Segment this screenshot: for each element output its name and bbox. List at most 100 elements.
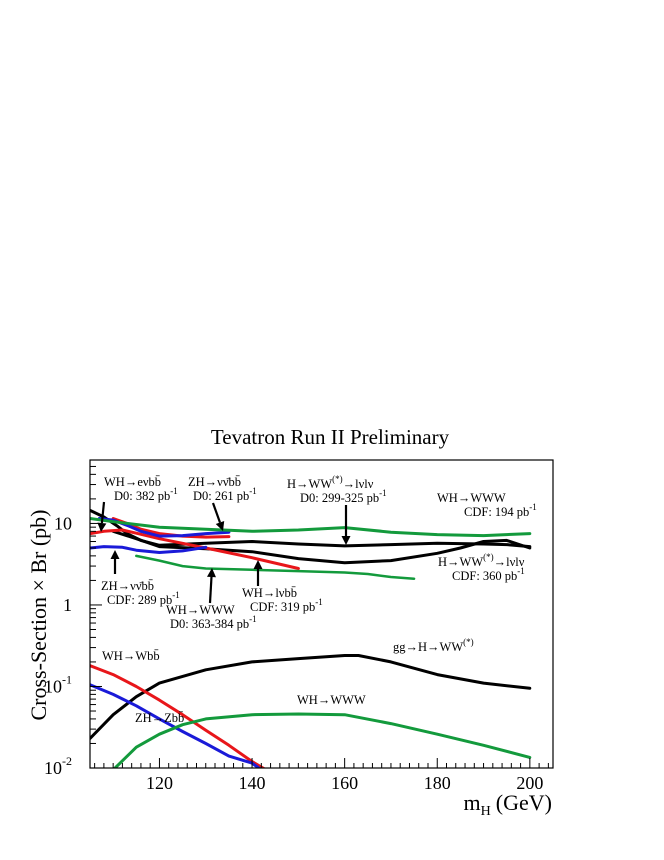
x-axis-label-unit: (GeV) xyxy=(496,790,552,815)
annotation-text: D0: 363-384 pb xyxy=(170,617,249,631)
annotation-text: WH→WWW xyxy=(297,693,366,707)
annotation-line: WH→lνbb̄ xyxy=(242,586,297,600)
arrow-wh-enubb-shaft xyxy=(100,501,106,524)
series-red-5 xyxy=(90,664,266,768)
arrow-zh-nunubb-d0-shaft xyxy=(211,502,222,523)
arrow-h-ww-d0-head xyxy=(341,536,351,545)
y-tick-base: 10 xyxy=(44,758,62,778)
annotation-line: WH→Wbb̄ xyxy=(102,649,160,663)
annotation-text: CDF: 289 pb xyxy=(107,593,172,607)
annotation-text: WH→WWW xyxy=(166,603,235,617)
annotation-line: WH→WWW xyxy=(297,693,366,707)
annotation-text: gg→H→WW xyxy=(393,640,463,654)
annotation-text: WH→Wbb̄ xyxy=(102,649,160,663)
annotation-text: WH→lνbb̄ xyxy=(242,586,297,600)
annotation-superscript: (*) xyxy=(463,637,474,647)
x-tick-label: 180 xyxy=(424,773,451,793)
annotation-zh-nunubb-cdf: ZH→νν̄bb̄CDF: 289 pb-1 xyxy=(101,579,180,607)
annotation-zh-nunubb-d0: ZH→νν̄bb̄D0: 261 pb-1 xyxy=(188,475,257,503)
annotation-line: ZH→Zbb̄ xyxy=(135,711,184,725)
series-green-9 xyxy=(90,517,532,538)
annotation-gg-h-ww: gg→H→WW(*) xyxy=(393,637,474,654)
annotation-superscript: -1 xyxy=(517,566,525,576)
annotation-text: D0: 261 pb xyxy=(193,489,249,503)
annotation-text: D0: 299-325 pb xyxy=(300,491,379,505)
series-green-11 xyxy=(112,712,532,768)
y-tick-exponent: -2 xyxy=(62,754,72,768)
annotation-superscript: -1 xyxy=(315,597,323,607)
annotation-line: ZH→νν̄bb̄ xyxy=(101,579,154,593)
annotation-line: WH→WWW xyxy=(437,491,506,505)
series-layer xyxy=(90,508,532,768)
series-blue-8 xyxy=(90,683,262,768)
series-green-10 xyxy=(135,554,416,580)
annotation-line: D0: 299-325 pb-1 xyxy=(300,488,387,505)
annotation-superscript: -1 xyxy=(379,488,387,498)
annotation-line: D0: 382 pb-1 xyxy=(114,486,178,503)
annotation-tail: →lνlν xyxy=(494,555,525,569)
labels-layer: WH→eνbb̄D0: 382 pb-1ZH→νν̄bb̄D0: 261 pb-… xyxy=(101,474,537,725)
annotation-text: H→WW xyxy=(287,477,332,491)
annotation-line: CDF: 319 pb-1 xyxy=(250,597,323,614)
arrow-zh-nunubb-d0-head xyxy=(215,521,225,531)
annotation-text: CDF: 194 pb xyxy=(464,505,529,519)
x-tick-label: 120 xyxy=(146,773,173,793)
arrow-layer xyxy=(97,501,351,604)
annotation-line: H→WW(*)→lνlν xyxy=(438,552,525,569)
annotation-superscript: -1 xyxy=(529,502,537,512)
annotation-text: ZH→Zbb̄ xyxy=(135,711,184,725)
annotation-text: ZH→νν̄bb̄ xyxy=(188,475,241,489)
annotation-text: WH→eνbb̄ xyxy=(104,475,161,489)
arrow-wh-enubb-head xyxy=(97,522,107,532)
annotation-line: WH→WWW xyxy=(166,603,235,617)
annotation-line: WH→eνbb̄ xyxy=(104,475,161,489)
y-tick-base: 1 xyxy=(63,595,72,615)
x-axis-label-main: m xyxy=(464,790,481,815)
annotation-superscript: (*) xyxy=(332,474,343,484)
arrow-wh-www-d0-head xyxy=(206,568,216,578)
annotation-superscript: -1 xyxy=(172,590,180,600)
y-tick-exponent: -1 xyxy=(62,672,72,686)
annotation-line: D0: 363-384 pb-1 xyxy=(170,614,257,631)
series-black-1 xyxy=(111,529,532,565)
y-tick-label: 10 xyxy=(54,513,72,533)
annotation-line: ZH→νν̄bb̄ xyxy=(188,475,241,489)
annotation-line: D0: 261 pb-1 xyxy=(193,486,257,503)
annotation-superscript: -1 xyxy=(249,614,257,624)
arrow-zh-nunubb-cdf-head xyxy=(110,550,120,559)
annotation-tail: →lνlν xyxy=(343,477,374,491)
annotation-wh-enubb: WH→eνbb̄D0: 382 pb-1 xyxy=(104,475,178,503)
annotation-superscript: (*) xyxy=(483,552,494,562)
arrow-wh-lnubb-cdf-head xyxy=(253,560,263,569)
annotation-line: CDF: 194 pb-1 xyxy=(464,502,537,519)
annotation-text: ZH→νν̄bb̄ xyxy=(101,579,154,593)
y-tick-base: 10 xyxy=(44,676,62,696)
annotation-line: H→WW(*)→lνlν xyxy=(287,474,374,491)
y-tick-label: 10-2 xyxy=(44,754,72,778)
annotation-text: CDF: 319 pb xyxy=(250,600,315,614)
series-red-3 xyxy=(90,528,300,570)
annotation-text: H→WW xyxy=(438,555,483,569)
annotation-text: D0: 382 pb xyxy=(114,489,170,503)
annotation-line: CDF: 289 pb-1 xyxy=(107,590,180,607)
annotation-wh-wbb: WH→Wbb̄ xyxy=(102,649,160,663)
annotation-superscript: -1 xyxy=(249,486,257,496)
annotation-wh-www-theory: WH→WWW xyxy=(297,693,366,707)
annotation-text: CDF: 360 pb xyxy=(452,569,517,583)
series-black-2 xyxy=(90,654,532,740)
chart-title: Tevatron Run II Preliminary xyxy=(211,425,450,449)
arrow-wh-www-d0-shaft xyxy=(208,576,213,604)
y-tick-label: 1 xyxy=(63,595,72,615)
series-blue-6 xyxy=(90,545,208,554)
annotation-wh-lnubb-cdf: WH→lνbb̄CDF: 319 pb-1 xyxy=(242,586,323,614)
y-tick-label: 10-1 xyxy=(44,672,72,696)
annotation-line: gg→H→WW(*) xyxy=(393,637,474,654)
y-tick-base: 10 xyxy=(54,513,72,533)
annotation-zh-zbb: ZH→Zbb̄ xyxy=(135,711,184,725)
x-tick-label: 140 xyxy=(239,773,266,793)
